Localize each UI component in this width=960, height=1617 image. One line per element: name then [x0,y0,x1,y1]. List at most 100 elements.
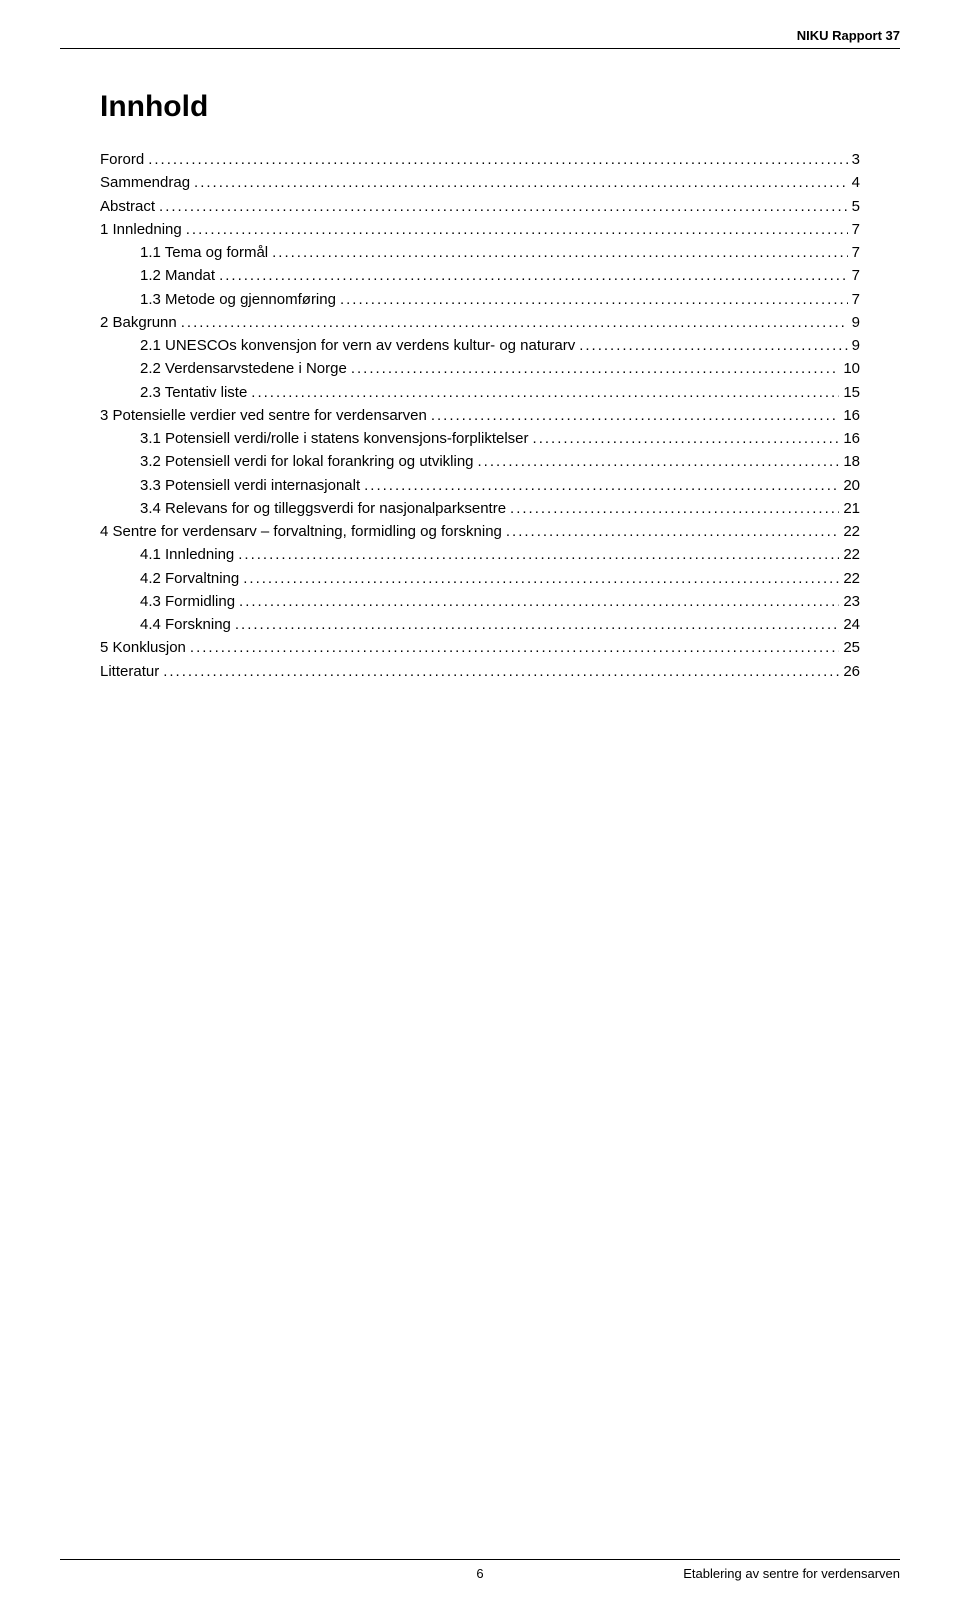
toc-row: 5 Konklusjon 25 [100,636,860,659]
toc-row: 1.2 Mandat 7 [100,264,860,287]
toc-page-number: 7 [852,218,860,241]
toc-leader-dots [340,288,848,311]
toc-page-number: 25 [843,636,860,659]
toc-label: 2 Bakgrunn [100,311,177,334]
toc-row: 1.3 Metode og gjennomføring 7 [100,288,860,311]
toc-page-number: 7 [852,241,860,264]
toc-leader-dots [190,636,839,659]
toc-label: 4.4 Forskning [100,613,231,636]
header-rule [60,48,900,49]
toc-leader-dots [181,311,848,334]
toc-page-number: 22 [843,520,860,543]
toc-leader-dots [533,427,840,450]
toc-label: 4.1 Innledning [100,543,234,566]
toc-label: Forord [100,148,144,171]
toc-leader-dots [351,357,840,380]
toc-label: Sammendrag [100,171,190,194]
toc-leader-dots [159,195,848,218]
toc-leader-dots [239,590,839,613]
toc-row: Sammendrag 4 [100,171,860,194]
toc-label: 1.2 Mandat [100,264,215,287]
toc-label: 4.2 Forvaltning [100,567,239,590]
toc-leader-dots [478,450,840,473]
toc-row: 4 Sentre for verdensarv – forvaltning, f… [100,520,860,543]
toc-label: 3.2 Potensiell verdi for lokal forankrin… [100,450,474,473]
toc-page-number: 23 [843,590,860,613]
toc-row: 4.3 Formidling 23 [100,590,860,613]
toc-label: 1 Innledning [100,218,182,241]
toc-page-number: 18 [843,450,860,473]
toc-leader-dots [579,334,847,357]
toc-page-number: 15 [843,381,860,404]
toc-label: 1.3 Metode og gjennomføring [100,288,336,311]
toc-page-number: 3 [852,148,860,171]
toc-row: 3 Potensielle verdier ved sentre for ver… [100,404,860,427]
toc-leader-dots [510,497,839,520]
toc-row: Litteratur 26 [100,660,860,683]
toc-leader-dots [235,613,839,636]
toc-leader-dots [243,567,839,590]
toc-row: 3.4 Relevans for og tilleggsverdi for na… [100,497,860,520]
toc-leader-dots [219,264,848,287]
toc-page-number: 5 [852,195,860,218]
toc-page-number: 4 [852,171,860,194]
toc-row: 1.1 Tema og formål 7 [100,241,860,264]
toc-label: 3.4 Relevans for og tilleggsverdi for na… [100,497,506,520]
toc-page-number: 9 [852,334,860,357]
toc-row: 2.1 UNESCOs konvensjon for vern av verde… [100,334,860,357]
toc-row: 2.3 Tentativ liste 15 [100,381,860,404]
toc-row: 3.1 Potensiell verdi/rolle i statens kon… [100,427,860,450]
toc-row: 2 Bakgrunn 9 [100,311,860,334]
toc-row: Abstract 5 [100,195,860,218]
toc-label: 1.1 Tema og formål [100,241,268,264]
toc-page-number: 21 [843,497,860,520]
toc-leader-dots [364,474,839,497]
toc-leader-dots [186,218,848,241]
toc-row: 3.3 Potensiell verdi internasjonalt 20 [100,474,860,497]
toc-leader-dots [238,543,839,566]
toc-row: 4.2 Forvaltning 22 [100,567,860,590]
footer: 6 Etablering av sentre for verdensarven [60,1559,900,1581]
toc-page-number: 26 [843,660,860,683]
toc-label: Abstract [100,195,155,218]
toc-page-number: 10 [843,357,860,380]
toc-page-number: 22 [843,543,860,566]
toc-row: 4.1 Innledning 22 [100,543,860,566]
toc-label: 4 Sentre for verdensarv – forvaltning, f… [100,520,502,543]
toc-leader-dots [431,404,839,427]
page-title: Innhold [100,90,860,124]
toc-page-number: 24 [843,613,860,636]
toc-leader-dots [251,381,839,404]
toc-leader-dots [194,171,848,194]
toc-label: 5 Konklusjon [100,636,186,659]
toc-page-number: 7 [852,264,860,287]
header-report-id: NIKU Rapport 37 [797,28,900,43]
toc-label: 2.2 Verdensarvstedene i Norge [100,357,347,380]
toc-page-number: 16 [843,404,860,427]
footer-rule [60,1559,900,1560]
toc-label: 2.3 Tentativ liste [100,381,247,404]
toc-leader-dots [148,148,847,171]
toc-row: Forord 3 [100,148,860,171]
toc-label: 2.1 UNESCOs konvensjon for vern av verde… [100,334,575,357]
content-area: Innhold Forord3Sammendrag4Abstract51 Inn… [100,90,860,683]
toc-page-number: 9 [852,311,860,334]
toc-row: 4.4 Forskning 24 [100,613,860,636]
toc-leader-dots [272,241,848,264]
toc-page-number: 7 [852,288,860,311]
toc-page-number: 16 [843,427,860,450]
toc-row: 3.2 Potensiell verdi for lokal forankrin… [100,450,860,473]
toc-label: 3.3 Potensiell verdi internasjonalt [100,474,360,497]
toc-label: 3 Potensielle verdier ved sentre for ver… [100,404,427,427]
toc-row: 1 Innledning 7 [100,218,860,241]
footer-page-number: 6 [60,1566,900,1581]
table-of-contents: Forord 3 Sammendrag 4 Abstract 5 1 Innledning 7… [100,148,860,683]
toc-label: Litteratur [100,660,159,683]
toc-row: 2.2 Verdensarvstedene i Norge 10 [100,357,860,380]
toc-page-number: 22 [843,567,860,590]
toc-label: 3.1 Potensiell verdi/rolle i statens kon… [100,427,529,450]
toc-leader-dots [163,660,839,683]
toc-page-number: 20 [843,474,860,497]
toc-leader-dots [506,520,839,543]
toc-label: 4.3 Formidling [100,590,235,613]
